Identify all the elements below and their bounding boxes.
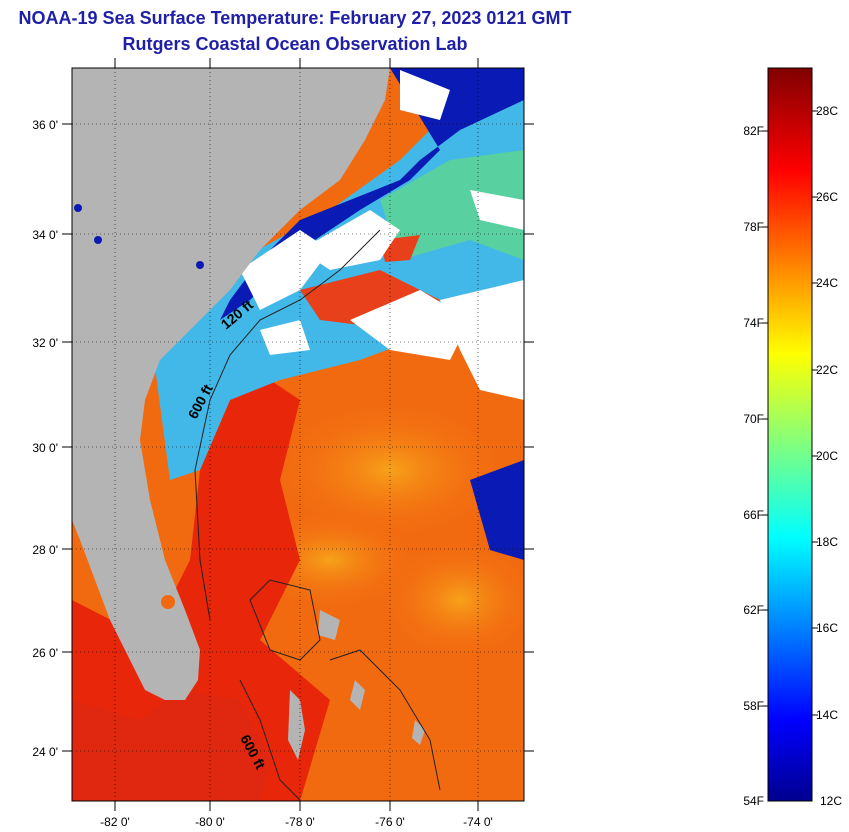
colorbar-c-label: 14C — [816, 708, 838, 722]
colorbar-gradient — [767, 67, 813, 802]
colorbar-f-label: 82F — [743, 124, 764, 138]
map-subtitle: Rutgers Coastal Ocean Observation Lab — [122, 34, 468, 54]
land-southeast-us — [72, 68, 390, 700]
colorbar-f-label: 54F — [743, 794, 764, 808]
lat-label: 36 0' — [32, 118, 58, 132]
colorbar-c-label: 18C — [816, 535, 838, 549]
lon-label: -80 0' — [195, 815, 225, 829]
gulf-stream — [72, 380, 330, 801]
map-ticks — [62, 58, 534, 811]
lon-label: -82 0' — [100, 815, 130, 829]
lon-label: -76 0' — [375, 815, 405, 829]
map-frame — [71, 67, 525, 802]
colorbar-c-label: 12C — [820, 794, 842, 808]
cold-coastal-water — [220, 68, 524, 320]
colorbar-f-label: 62F — [743, 603, 764, 617]
colorbar-c-label: 26C — [816, 190, 838, 204]
colorbar-f-label: 66F — [743, 508, 764, 522]
lon-label: -78 0' — [285, 815, 315, 829]
lat-label: 34 0' — [32, 228, 58, 242]
lat-label: 26 0' — [32, 646, 58, 660]
islands — [288, 610, 425, 760]
colorbar-f-label: 78F — [743, 220, 764, 234]
colorbar-f-label: 58F — [743, 699, 764, 713]
colorbar-f-label: 74F — [743, 316, 764, 330]
lon-label: -74 0' — [463, 815, 493, 829]
lat-label: 32 0' — [32, 336, 58, 350]
cloud-cover — [240, 70, 524, 400]
colorbar-f-label: 70F — [743, 412, 764, 426]
sst-colorbar: 82F 78F 74F 70F 66F 62F 58F 54F 28C 26C … — [743, 67, 842, 808]
colorbar-c-label: 20C — [816, 449, 838, 463]
colorbar-c-label: 24C — [816, 276, 838, 290]
colorbar-c-label: 16C — [816, 621, 838, 635]
lat-label: 24 0' — [32, 745, 58, 759]
sst-map: 120 ft 600 ft 600 ft — [72, 68, 524, 801]
map-title: NOAA-19 Sea Surface Temperature: Februar… — [18, 8, 572, 28]
lat-label: 30 0' — [32, 441, 58, 455]
graticule — [72, 68, 524, 801]
lat-label: 28 0' — [32, 543, 58, 557]
colorbar-c-label: 28C — [816, 104, 838, 118]
colorbar-c-label: 22C — [816, 363, 838, 377]
